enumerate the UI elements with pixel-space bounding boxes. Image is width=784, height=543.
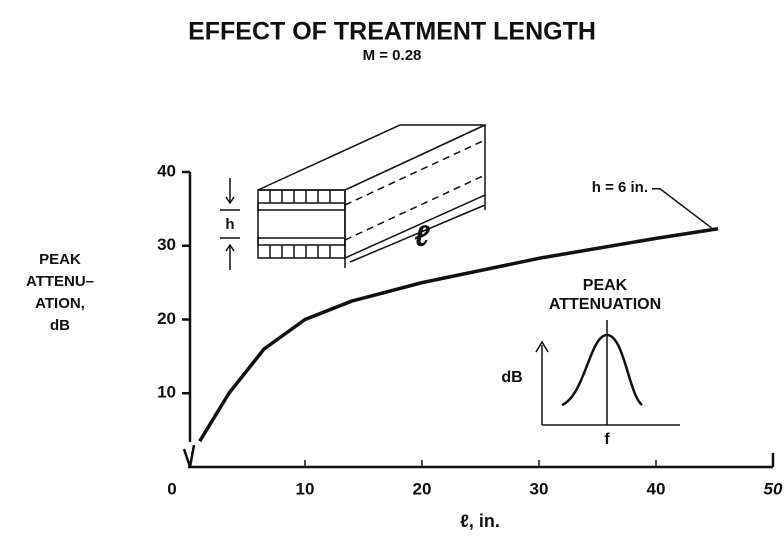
series-label: h = 6 in. xyxy=(592,179,648,196)
x-tick-label: 30 xyxy=(530,479,549,498)
x-tick-label: 20 xyxy=(413,479,432,498)
duct-height-label: h xyxy=(225,216,234,233)
y-tick-label: 10 xyxy=(157,383,176,402)
inset-title: ATTENUATION xyxy=(549,296,661,313)
y-axis-label: ATTENU– xyxy=(26,273,94,290)
inset-title: PEAK xyxy=(583,277,628,294)
x-tick-label: 40 xyxy=(647,479,666,498)
y-tick-label: 30 xyxy=(157,235,176,254)
inset-x-label: f xyxy=(604,431,610,448)
leader-line xyxy=(652,188,715,231)
chart-title: EFFECT OF TREATMENT LENGTH xyxy=(188,18,596,46)
y-axis-label: PEAK xyxy=(39,251,81,268)
x-tick-label: 50 xyxy=(764,479,783,498)
inset-sketch xyxy=(535,320,680,426)
chart-subtitle: M = 0.28 xyxy=(363,47,422,64)
y-tick-label: 40 xyxy=(157,161,176,180)
duct-length-label: ℓ xyxy=(414,220,430,253)
x-tick-label: 0 xyxy=(167,479,176,498)
x-axis-label: ℓ, in. xyxy=(460,511,500,531)
y-axis-label: dB xyxy=(50,317,70,334)
line-series xyxy=(198,227,719,443)
duct-sketch xyxy=(220,123,486,270)
y-tick-label: 20 xyxy=(157,309,176,328)
y-axis-label: ATION, xyxy=(35,295,85,312)
inset-y-label: dB xyxy=(501,369,522,386)
x-tick-label: 10 xyxy=(296,479,315,498)
